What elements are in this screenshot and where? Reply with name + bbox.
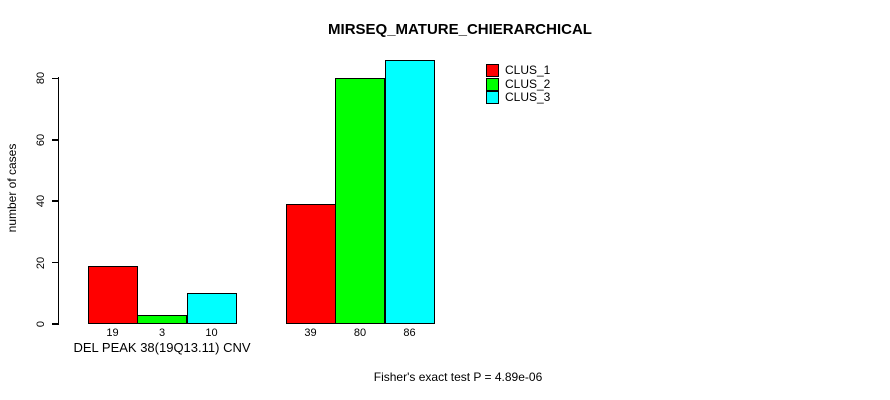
- legend-swatch-clus_2: [486, 77, 499, 91]
- legend-swatch-clus_3: [486, 90, 499, 104]
- bar-value-label: 3: [158, 327, 166, 339]
- bar-clus_3-group2: [384, 59, 435, 324]
- y-tick: [51, 77, 59, 80]
- y-tick-label: 80: [35, 72, 47, 85]
- legend-item-clus_3: CLUS_3: [486, 89, 551, 104]
- y-tick-label: 40: [35, 195, 47, 208]
- y-axis-title: number of cases: [5, 143, 19, 233]
- group-axis-label: DEL PEAK 38(19Q13.11) CNV: [73, 340, 251, 355]
- y-tick: [51, 139, 59, 141]
- legend-swatch-clus_1: [486, 64, 499, 78]
- y-tick-label: 20: [35, 256, 47, 269]
- bar-clus_3-group1: [186, 293, 237, 324]
- bar-clus_1-group1: [87, 265, 138, 324]
- y-tick: [51, 261, 59, 264]
- y-tick: [51, 323, 59, 325]
- y-tick-label: 0: [35, 320, 47, 328]
- legend-item-clus_1: CLUS_1: [486, 63, 551, 78]
- y-tick: [51, 200, 59, 202]
- legend-label: CLUS_3: [505, 89, 551, 104]
- chart-title: MIRSEQ_MATURE_CHIERARCHICAL: [328, 21, 592, 38]
- bar-value-label: 10: [205, 327, 218, 339]
- bar-clus_1-group2: [285, 204, 336, 324]
- fisher-test-annotation: Fisher's exact test P = 4.89e-06: [373, 370, 543, 384]
- legend-label: CLUS_2: [505, 76, 551, 91]
- bar-value-label: 39: [304, 327, 317, 339]
- legend-label: CLUS_1: [505, 63, 551, 78]
- bar-clus_2-group1: [137, 314, 187, 324]
- bar-value-label: 86: [403, 327, 416, 339]
- bar-clus_2-group2: [335, 78, 385, 324]
- bar-value-label: 80: [353, 327, 367, 339]
- legend: CLUS_1 CLUS_2 CLUS_3: [486, 64, 550, 104]
- y-tick-label: 60: [35, 133, 47, 146]
- bar-value-label: 19: [106, 327, 119, 339]
- legend-item-clus_2: CLUS_2: [486, 76, 551, 91]
